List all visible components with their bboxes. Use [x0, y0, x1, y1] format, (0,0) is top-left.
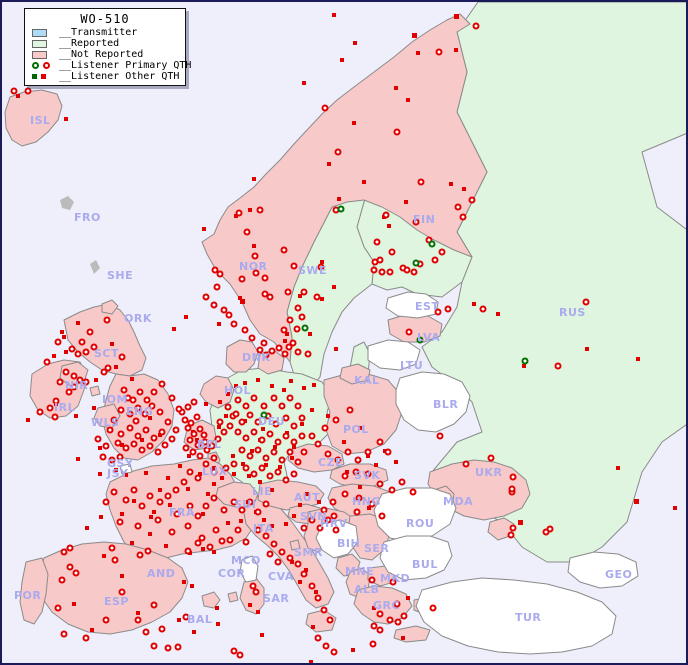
- country-fra: [105, 457, 255, 561]
- country-isl: [4, 89, 63, 147]
- transmitter-qth-markers: [260, 205, 529, 419]
- country-nor: [201, 13, 488, 363]
- region-ork: [101, 299, 119, 315]
- region-bal: [201, 591, 239, 609]
- listener-primary-qth-marker-icon: [43, 62, 50, 69]
- legend-label-not-reported: __Not Reported: [59, 49, 144, 60]
- country-bih: [315, 519, 359, 559]
- country-sma: [289, 539, 301, 551]
- region-jsy: [119, 463, 133, 475]
- legend-label-reported: __Reported: [59, 38, 120, 49]
- country-bul: [379, 535, 453, 581]
- country-geo: [567, 551, 639, 589]
- legend-label-transmitter: __Transmitter: [59, 27, 138, 38]
- legend-title: WO-510: [80, 12, 130, 26]
- country-hol: [199, 375, 235, 409]
- country-esp: [37, 541, 189, 635]
- region-she: [90, 260, 100, 274]
- region-sar: [239, 577, 265, 615]
- legend-item-transmitter: __Transmitter: [29, 27, 181, 38]
- region-kal: [339, 363, 371, 385]
- transmitter-other-qth-marker-icon: [32, 74, 37, 79]
- listener-other-qth-marker-icon: [41, 74, 46, 79]
- region-cor: [239, 555, 259, 583]
- country-tur: [415, 577, 617, 655]
- legend-rows: __Transmitter __Reported __Not Reported __L…: [29, 27, 191, 82]
- country-ita: [241, 495, 335, 609]
- legend-label-listener-primary-qth: __Listener Primary QTH: [59, 60, 192, 71]
- country-ltu: [367, 339, 421, 371]
- region-fro: [60, 196, 74, 210]
- legend-item-listener-primary-qth: __Listener Primary QTH: [29, 60, 191, 71]
- legend-item-not-reported: __Not Reported: [29, 49, 181, 60]
- landmasses: [4, 2, 686, 655]
- country-dnk: [225, 339, 285, 375]
- transmitter-swatch: [32, 28, 47, 37]
- country-rou: [373, 487, 457, 543]
- legend-panel: WO-510 __Transmitter __Reported __Not Repo…: [24, 8, 191, 86]
- not-reported-swatch: [32, 50, 47, 59]
- legend-item-reported: __Reported: [29, 38, 181, 49]
- legend-label-listener-other-qth: __Listener Other QTH: [59, 71, 180, 82]
- country-blr: [395, 371, 471, 433]
- legend-item-listener-other-qth: __Listener Other QTH: [29, 71, 181, 82]
- region-iom: [89, 385, 101, 397]
- transmitter-qth-marker-icon: [32, 62, 39, 69]
- reported-swatch: [32, 39, 47, 48]
- country-por: [19, 557, 49, 625]
